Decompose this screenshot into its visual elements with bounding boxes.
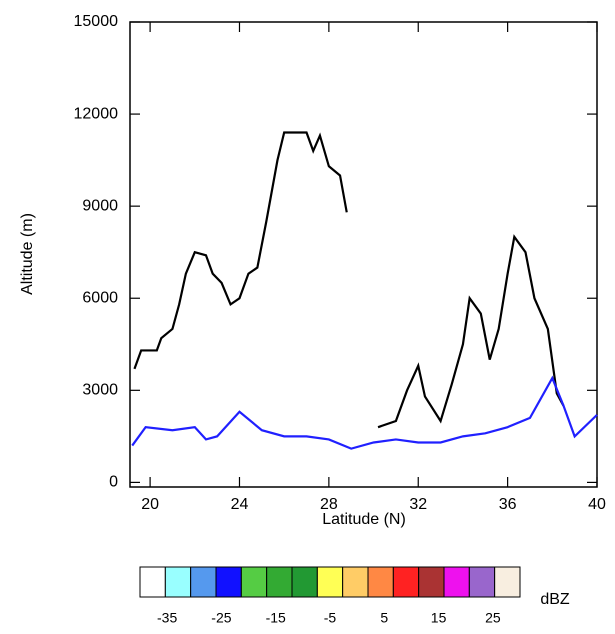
colorbar-box <box>190 566 217 598</box>
colorbar-box <box>240 566 268 598</box>
colorbar-box <box>316 566 344 598</box>
colorbar-tick-label: -5 <box>324 610 337 626</box>
colorbar-box <box>139 566 166 598</box>
x-tick-label: 24 <box>231 496 249 513</box>
y-tick-label: 12000 <box>74 105 119 122</box>
series-line <box>131 375 598 450</box>
x-tick-label: 28 <box>320 496 338 513</box>
colorbar-box <box>494 566 521 598</box>
x-tick-label: 32 <box>409 496 427 513</box>
colorbar-box <box>468 566 496 598</box>
colorbar-box <box>215 566 242 598</box>
y-tick-label: 0 <box>109 474 118 491</box>
colorbar-label: dBZ <box>540 591 570 608</box>
colorbar-box <box>367 566 394 598</box>
y-tick-label: 6000 <box>82 289 118 306</box>
colorbar-box <box>418 566 445 598</box>
colorbar-box <box>342 566 369 598</box>
y-tick-label: 9000 <box>82 197 118 214</box>
colorbar-tick-label: 15 <box>431 610 447 626</box>
colorbar-tick-label: -35 <box>157 610 177 626</box>
colorbar-box <box>392 566 420 598</box>
x-tick-label: 36 <box>499 496 517 513</box>
series-line <box>133 131 565 429</box>
y-tick-label: 3000 <box>82 382 118 399</box>
colorbar-tick-label: -15 <box>266 610 286 626</box>
x-axis-label: Latitude (N) <box>322 511 406 528</box>
colorbar-box <box>443 566 470 598</box>
colorbar-box <box>164 566 192 598</box>
y-tick-label: 15000 <box>74 13 119 30</box>
x-tick-label: 40 <box>588 496 606 513</box>
x-tick-label: 20 <box>141 496 159 513</box>
y-axis-label: Altitude (m) <box>19 213 36 295</box>
colorbar-tick-label: 25 <box>485 610 501 626</box>
colorbar-tick-label: 5 <box>380 610 388 626</box>
colorbar-box <box>291 566 318 598</box>
plot-frame <box>129 21 598 488</box>
colorbar-box <box>266 566 293 598</box>
colorbar-tick-label: -25 <box>211 610 231 626</box>
